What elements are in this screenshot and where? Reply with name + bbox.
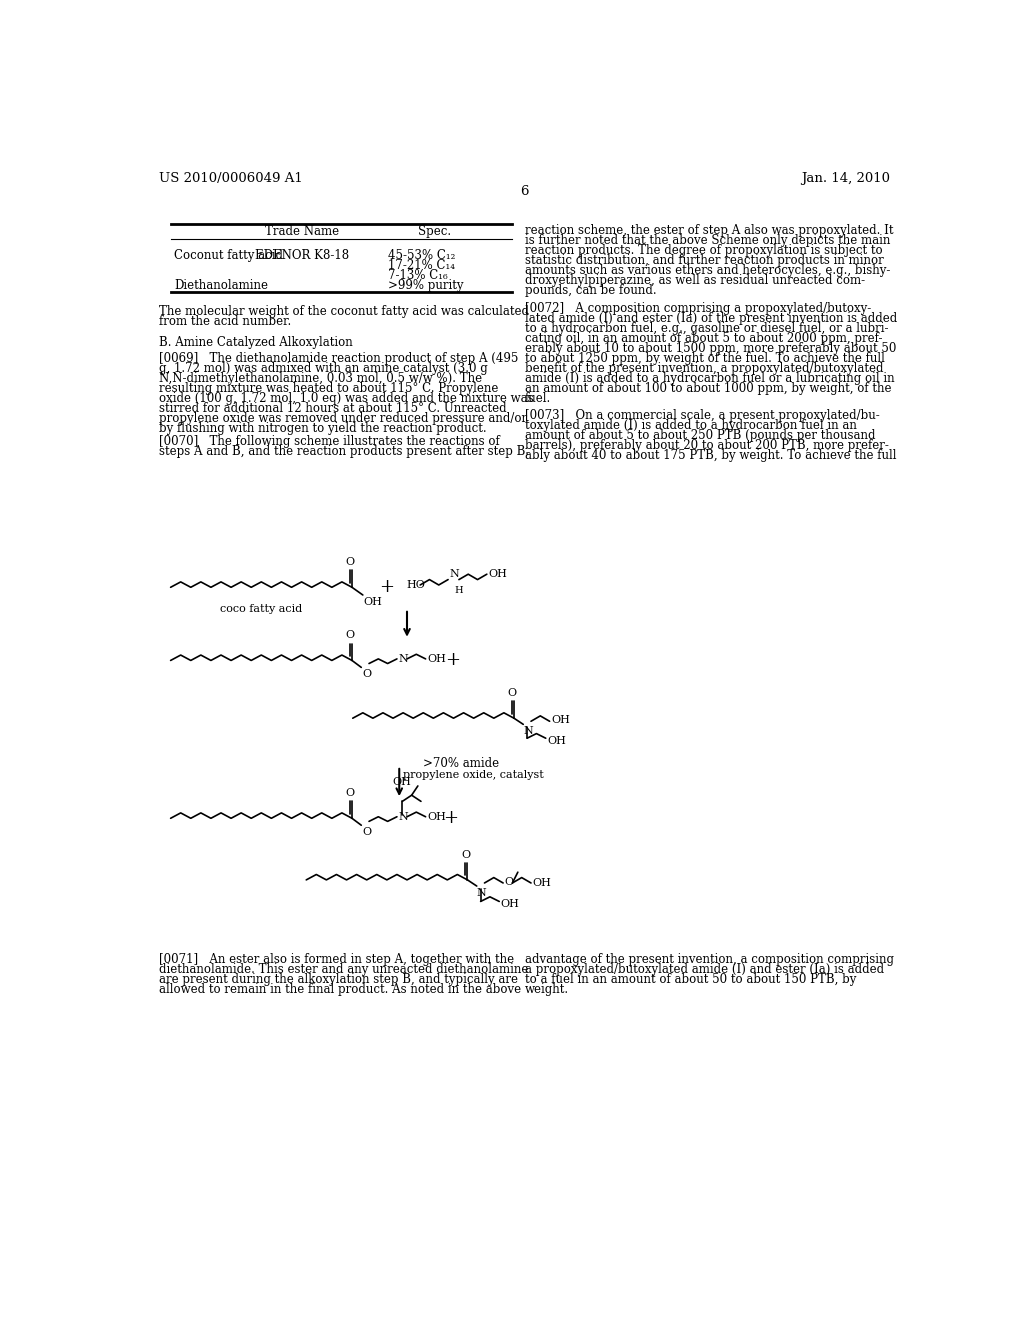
Text: [0069]   The diethanolamide reaction product of step A (495: [0069] The diethanolamide reaction produ… xyxy=(159,351,518,364)
Text: OH: OH xyxy=(532,878,552,888)
Text: Trade Name: Trade Name xyxy=(265,224,339,238)
Text: steps A and B, and the reaction products present after step B.: steps A and B, and the reaction products… xyxy=(159,445,529,458)
Text: +: + xyxy=(379,578,394,597)
Text: EDENOR K8-18: EDENOR K8-18 xyxy=(255,249,349,263)
Text: g, 1.72 mol) was admixed with an amine catalyst (3.0 g: g, 1.72 mol) was admixed with an amine c… xyxy=(159,362,487,375)
Text: >99% purity: >99% purity xyxy=(388,280,463,292)
Text: Coconut fatty acid: Coconut fatty acid xyxy=(174,249,284,263)
Text: reaction scheme, the ester of step A also was propoxylated. It: reaction scheme, the ester of step A als… xyxy=(524,224,893,236)
Text: is further noted that the above Scheme only depicts the main: is further noted that the above Scheme o… xyxy=(524,234,890,247)
Text: Jan. 14, 2010: Jan. 14, 2010 xyxy=(802,173,891,185)
Text: amounts such as various ethers and heterocycles, e.g., bishy-: amounts such as various ethers and heter… xyxy=(524,264,890,277)
Text: advantage of the present invention, a composition comprising: advantage of the present invention, a co… xyxy=(524,953,894,966)
Text: allowed to remain in the final product. As noted in the above: allowed to remain in the final product. … xyxy=(159,983,521,997)
Text: O: O xyxy=(462,850,470,859)
Text: 17-21% C₁₄: 17-21% C₁₄ xyxy=(388,259,455,272)
Text: N: N xyxy=(398,812,409,822)
Text: diethanolamide. This ester and any unreacted diethanolamine: diethanolamide. This ester and any unrea… xyxy=(159,964,528,975)
Text: O: O xyxy=(362,669,371,678)
Text: N: N xyxy=(450,569,460,579)
Text: N: N xyxy=(477,887,486,898)
Text: weight.: weight. xyxy=(524,983,569,997)
Text: O: O xyxy=(505,878,514,887)
Text: N: N xyxy=(523,726,534,735)
Text: [0070]   The following scheme illustrates the reactions of: [0070] The following scheme illustrates … xyxy=(159,434,500,447)
Text: [0073]   On a commercial scale, a present propoxylated/bu-: [0073] On a commercial scale, a present … xyxy=(524,409,880,422)
Text: propylene oxide was removed under reduced pressure and/or: propylene oxide was removed under reduce… xyxy=(159,412,527,425)
Text: ably about 40 to about 175 PTB, by weight. To achieve the full: ably about 40 to about 175 PTB, by weigh… xyxy=(524,449,896,462)
Text: to a fuel in an amount of about 50 to about 150 PTB, by: to a fuel in an amount of about 50 to ab… xyxy=(524,973,856,986)
Text: OH: OH xyxy=(392,776,411,787)
Text: US 2010/0006049 A1: US 2010/0006049 A1 xyxy=(159,173,303,185)
Text: N: N xyxy=(398,653,409,664)
Text: OH: OH xyxy=(547,735,566,746)
Text: toxylated amide (I) is added to a hydrocarbon fuel in an: toxylated amide (I) is added to a hydroc… xyxy=(524,420,857,433)
Text: fuel.: fuel. xyxy=(524,392,551,405)
Text: benefit of the present invention, a propoxylated/butoxylated: benefit of the present invention, a prop… xyxy=(524,362,884,375)
Text: statistic distribution, and further reaction products in minor: statistic distribution, and further reac… xyxy=(524,253,884,267)
Text: a propoxylated/butoxylated amide (I) and ester (Ia) is added: a propoxylated/butoxylated amide (I) and… xyxy=(524,964,884,975)
Text: from the acid number.: from the acid number. xyxy=(159,315,291,329)
Text: OH: OH xyxy=(501,899,519,908)
Text: [0071]   An ester also is formed in step A, together with the: [0071] An ester also is formed in step A… xyxy=(159,953,514,966)
Text: O: O xyxy=(362,826,371,837)
Text: N,N-dimethylethanolamine, 0.03 mol, 0.5 w/w %). The: N,N-dimethylethanolamine, 0.03 mol, 0.5 … xyxy=(159,372,482,384)
Text: stirred for additional 12 hours at about 115° C. Unreacted: stirred for additional 12 hours at about… xyxy=(159,401,507,414)
Text: oxide (100 g, 1.72 mol, 1.0 eq) was added and the mixture was: oxide (100 g, 1.72 mol, 1.0 eq) was adde… xyxy=(159,392,534,405)
Text: O: O xyxy=(508,688,517,698)
Text: B. Amine Catalyzed Alkoxylation: B. Amine Catalyzed Alkoxylation xyxy=(159,337,352,350)
Text: amount of about 5 to about 250 PTB (pounds per thousand: amount of about 5 to about 250 PTB (poun… xyxy=(524,429,876,442)
Text: [0072]   A composition comprising a propoxylated/butoxy-: [0072] A composition comprising a propox… xyxy=(524,302,871,314)
Text: resulting mixture was heated to about 115° C. Propylene: resulting mixture was heated to about 11… xyxy=(159,381,499,395)
Text: to about 1250 ppm, by weight of the fuel. To achieve the full: to about 1250 ppm, by weight of the fuel… xyxy=(524,351,885,364)
Text: +: + xyxy=(443,809,458,828)
Text: 7-13% C₁₆: 7-13% C₁₆ xyxy=(388,269,447,282)
Text: propylene oxide, catalyst: propylene oxide, catalyst xyxy=(403,770,544,780)
Text: droxyethylpiperazine, as well as residual unreacted com-: droxyethylpiperazine, as well as residua… xyxy=(524,275,865,286)
Text: 45-53% C₁₂: 45-53% C₁₂ xyxy=(388,249,455,263)
Text: coco fatty acid: coco fatty acid xyxy=(220,605,302,614)
Text: O: O xyxy=(346,557,355,568)
Text: +: + xyxy=(445,652,460,669)
Text: OH: OH xyxy=(488,569,507,579)
Text: O: O xyxy=(346,788,355,799)
Text: Diethanolamine: Diethanolamine xyxy=(174,280,268,292)
Text: OH: OH xyxy=(427,812,446,822)
Text: to a hydrocarbon fuel, e.g., gasoline or diesel fuel, or a lubri-: to a hydrocarbon fuel, e.g., gasoline or… xyxy=(524,322,888,335)
Text: >70% amide: >70% amide xyxy=(423,756,500,770)
Text: cating oil, in an amount of about 5 to about 2000 ppm, pref-: cating oil, in an amount of about 5 to a… xyxy=(524,331,883,345)
Text: O: O xyxy=(346,631,355,640)
Text: amide (I) is added to a hydrocarbon fuel or a lubricating oil in: amide (I) is added to a hydrocarbon fuel… xyxy=(524,372,894,384)
Text: H: H xyxy=(455,586,463,595)
Text: erably about 10 to about 1500 ppm, more preferably about 50: erably about 10 to about 1500 ppm, more … xyxy=(524,342,896,355)
Text: HO: HO xyxy=(407,579,425,590)
Text: 6: 6 xyxy=(520,185,529,198)
Text: pounds, can be found.: pounds, can be found. xyxy=(524,284,656,297)
Text: Spec.: Spec. xyxy=(418,224,451,238)
Text: reaction products. The degree of propoxylation is subject to: reaction products. The degree of propoxy… xyxy=(524,244,883,257)
Text: OH: OH xyxy=(551,714,570,725)
Text: are present during the alkoxylation step B, and typically are: are present during the alkoxylation step… xyxy=(159,973,518,986)
Text: an amount of about 100 to about 1000 ppm, by weight, of the: an amount of about 100 to about 1000 ppm… xyxy=(524,381,891,395)
Text: barrels), preferably about 20 to about 200 PTB, more prefer-: barrels), preferably about 20 to about 2… xyxy=(524,440,889,453)
Text: OH: OH xyxy=(364,597,383,606)
Text: lated amide (I) and ester (Ia) of the present invention is added: lated amide (I) and ester (Ia) of the pr… xyxy=(524,312,897,325)
Text: OH: OH xyxy=(427,653,446,664)
Text: The molecular weight of the coconut fatty acid was calculated: The molecular weight of the coconut fatt… xyxy=(159,305,529,318)
Text: by flushing with nitrogen to yield the reaction product.: by flushing with nitrogen to yield the r… xyxy=(159,422,486,434)
